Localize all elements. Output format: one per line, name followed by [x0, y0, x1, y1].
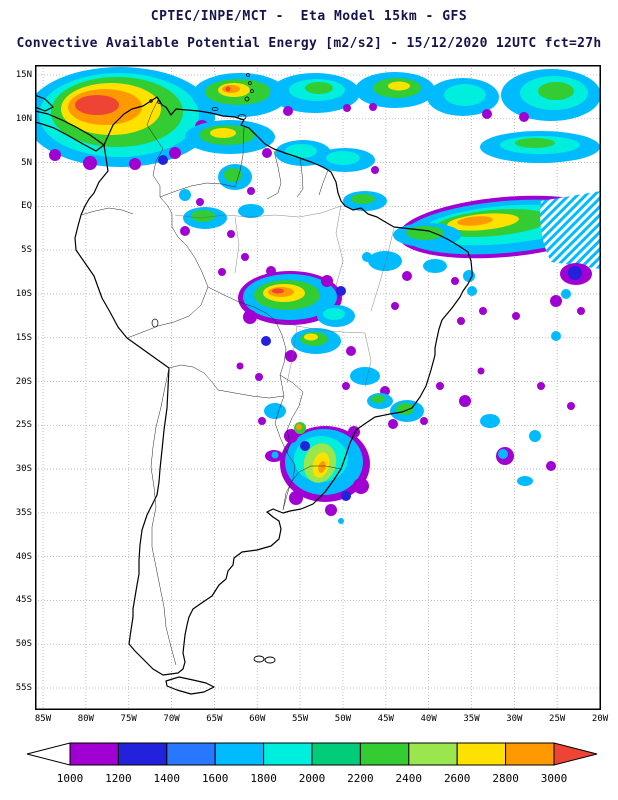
- lat-label: 25S: [15, 420, 32, 431]
- lat-label: 55S: [15, 683, 32, 693]
- map-container: [25, 65, 612, 710]
- colorbar: 1000 1200 1400 1600 1800 2000 2200 2400 2600 2800…: [26, 742, 598, 785]
- lat-label: 50S: [15, 639, 32, 650]
- lon-label: 25W: [549, 714, 566, 724]
- colorbar-tick-label: 2600: [444, 772, 471, 785]
- colorbar-segment: [359, 742, 410, 766]
- colorbar-segment: [69, 742, 119, 766]
- colorbar-tick-label: 1600: [202, 772, 229, 785]
- lat-label: 10S: [15, 288, 32, 299]
- colorbar-arrow-right: [553, 742, 598, 766]
- header-line1: CPTEC/INPE/MCT - Eta Model 15km - GFS: [150, 9, 468, 24]
- colorbar-segment: [456, 742, 507, 766]
- lat-label: 10N: [15, 113, 32, 124]
- colorbar-segment: [166, 742, 216, 766]
- colorbar-tick-label: 1200: [105, 772, 131, 785]
- map-border: [35, 65, 601, 710]
- header-line2: Convective Available Potential Energy [m…: [16, 36, 602, 51]
- colorbar-segment: [214, 742, 265, 766]
- lat-label: 20S: [15, 376, 32, 387]
- lon-label: 30W: [506, 714, 523, 724]
- lat-label: 5S: [21, 245, 32, 256]
- state-borders: [174, 204, 395, 388]
- colorbar-tick-label: 2800: [492, 772, 518, 785]
- lon-label: 80W: [77, 714, 94, 724]
- lon-label: 50W: [334, 714, 352, 724]
- lat-label: 45S: [15, 595, 32, 606]
- lon-label: 60W: [249, 714, 266, 724]
- lon-label: 20W: [591, 714, 609, 724]
- lat-label: 5N: [21, 157, 32, 168]
- lon-label: 40W: [420, 714, 437, 724]
- colorbar-tick-label: 2200: [347, 772, 374, 785]
- colorbar-segment: [505, 742, 555, 766]
- lon-label: 45W: [377, 714, 394, 724]
- lon-label: 70W: [163, 714, 180, 724]
- colorbar-tick-label: 1400: [154, 772, 181, 785]
- colorbar-tick-label: 3000: [541, 772, 568, 785]
- lat-label: 15N: [15, 70, 32, 80]
- colorbar-arrow-left: [26, 742, 71, 766]
- cape-shaded-field: [25, 67, 612, 524]
- colorbar-tick-label: 2000: [299, 772, 326, 785]
- lon-label: 85W: [34, 714, 52, 724]
- country-borders: [80, 97, 342, 666]
- lon-label: 55W: [291, 714, 309, 724]
- lon-label: 75W: [120, 714, 137, 724]
- colorbar-segment: [117, 742, 168, 766]
- lat-label: 35S: [15, 507, 32, 518]
- lon-label: 65W: [206, 714, 223, 724]
- lat-label: 30S: [15, 464, 32, 475]
- lat-label: 15S: [15, 332, 32, 343]
- colorbar-tick-label: 1000: [57, 772, 84, 785]
- coastlines: [34, 73, 473, 695]
- colorbar-segment: [408, 742, 458, 766]
- colorbar-segment: [263, 742, 313, 766]
- map-svg: [25, 65, 612, 710]
- lon-label: 35W: [463, 714, 480, 724]
- colorbar-tick-label: 2400: [396, 772, 423, 785]
- colorbar-tick-label: 1800: [250, 772, 277, 785]
- lat-label: EQ: [21, 201, 32, 212]
- colorbar-segment: [311, 742, 361, 766]
- lat-label: 40S: [15, 551, 32, 562]
